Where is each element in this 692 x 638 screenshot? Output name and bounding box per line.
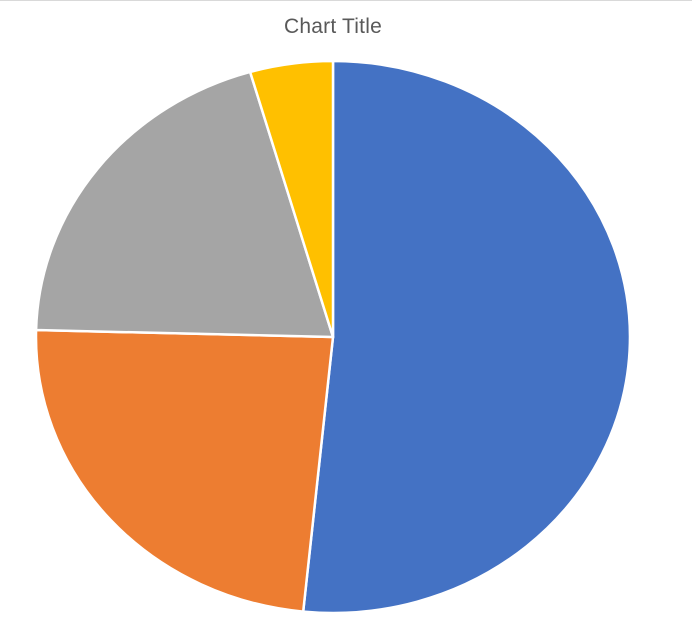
chart-title: Chart Title [284,15,382,38]
pie-slice-blue [301,59,632,615]
pie-slices [34,59,632,615]
pie-slice-gray [34,70,335,339]
pie-slice-orange [34,328,335,613]
pie-slice-yellow [248,59,335,339]
